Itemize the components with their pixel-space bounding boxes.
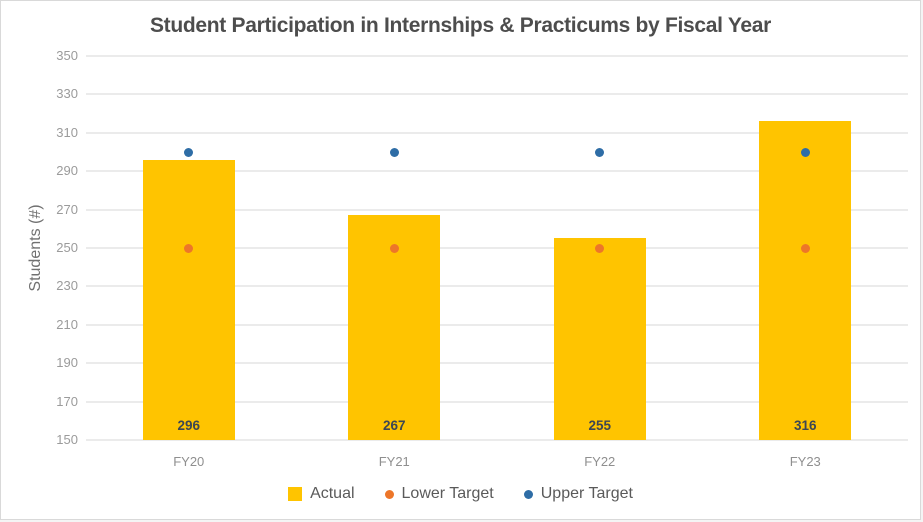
upper-target-point-FY22[interactable]: [595, 147, 605, 157]
y-tick-label-150: 150: [56, 432, 78, 447]
x-tick-label-FY22: FY22: [584, 454, 616, 469]
bar-value-label-FY22: 255: [588, 417, 612, 433]
legend-item-lower-target[interactable]: Lower Target: [384, 485, 494, 503]
upper-target-point-FY21[interactable]: [389, 147, 399, 157]
y-tick-label-330: 330: [56, 86, 78, 102]
y-tick-label-250: 250: [56, 240, 78, 255]
y-tick-label-310: 310: [56, 124, 78, 140]
y-tick-label-290: 290: [56, 163, 78, 179]
gridline-230: [86, 285, 908, 288]
x-tick-label-FY20: FY20: [173, 454, 205, 469]
gridline-250: [86, 247, 908, 249]
legend-label-upper-target: Upper Target: [540, 485, 633, 502]
legend-label-lower-target: Lower Target: [401, 485, 494, 502]
y-tick-label-230: 230: [56, 278, 78, 294]
legend: Actual Lower Target Upper Target: [1, 485, 920, 503]
y-tick-label-270: 270: [56, 201, 78, 217]
lower-target-point-FY20[interactable]: [184, 243, 194, 253]
gridline-290: [86, 170, 908, 173]
gridline-210: [86, 323, 908, 326]
gridline-350: [86, 55, 908, 57]
upper-target-swatch-icon: [523, 489, 533, 499]
y-tick-label-210: 210: [56, 316, 78, 332]
legend-item-upper-target[interactable]: Upper Target: [523, 485, 633, 503]
gridline-310: [86, 131, 908, 134]
legend-item-actual[interactable]: Actual: [288, 485, 355, 503]
upper-target-point-FY23[interactable]: [800, 147, 810, 157]
y-tick-label-190: 190: [56, 355, 78, 371]
gridline-190: [86, 362, 908, 365]
lower-target-point-FY21[interactable]: [389, 243, 399, 253]
bar-actual-FY23[interactable]: 316: [759, 121, 852, 440]
lower-target-swatch-icon: [384, 489, 394, 499]
y-tick-label-350: 350: [56, 48, 78, 63]
bar-actual-FY21[interactable]: 267: [348, 215, 441, 440]
lower-target-point-FY22[interactable]: [595, 243, 605, 253]
y-tick-label-170: 170: [56, 393, 78, 409]
actual-swatch-icon: [288, 487, 303, 501]
chart-title: Student Participation in Internships & P…: [149, 14, 772, 37]
gridline-270: [86, 208, 908, 211]
bar-value-label-FY20: 296: [177, 417, 201, 433]
upper-target-point-FY20[interactable]: [184, 147, 194, 157]
x-tick-label-FY21: FY21: [378, 454, 410, 469]
bar-value-label-FY23: 316: [793, 417, 817, 433]
gridline-330: [86, 93, 908, 96]
legend-label-actual: Actual: [310, 485, 355, 502]
lower-target-point-FY23[interactable]: [800, 243, 810, 253]
gridline-150: [86, 439, 908, 441]
bar-value-label-FY21: 267: [382, 417, 406, 433]
gridline-170: [86, 400, 908, 403]
bar-actual-FY22[interactable]: 255: [553, 238, 646, 440]
x-tick-label-FY23: FY23: [789, 454, 821, 469]
bar-actual-FY20[interactable]: 296: [142, 159, 235, 440]
